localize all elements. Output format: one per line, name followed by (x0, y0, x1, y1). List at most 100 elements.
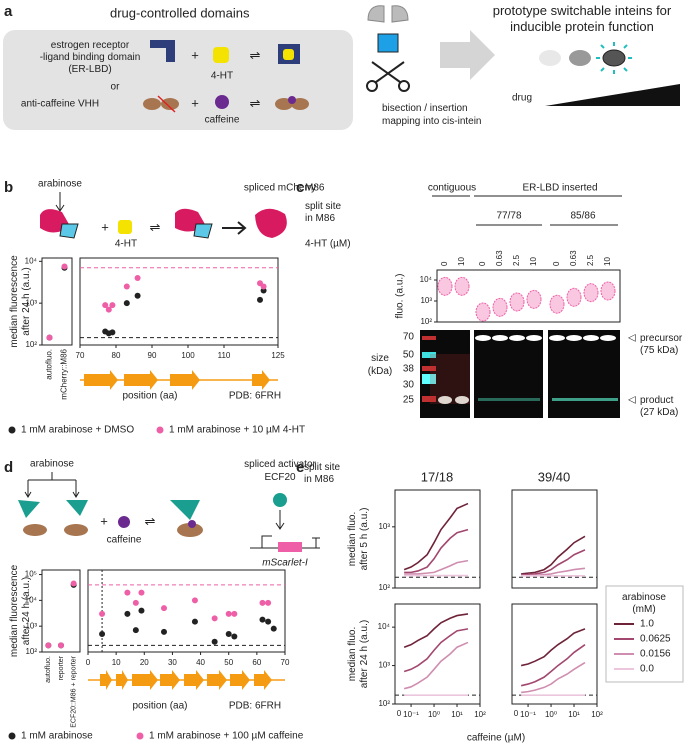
legend-title: arabinose (mM) (622, 592, 666, 615)
legend-label: 1 mM arabinose + DMSO (21, 425, 134, 436)
x-tick-label: 10⁻¹ (403, 710, 419, 719)
y-axis-label-line: median fluo. (347, 627, 358, 681)
data-point (211, 638, 218, 645)
ecf20-icon (18, 500, 40, 518)
size-label: 30 (403, 380, 415, 391)
arrow (222, 221, 247, 235)
data-point (124, 610, 131, 617)
legend-label: 1 mM arabinose + 10 µM 4-HT (169, 425, 305, 436)
data-point (257, 296, 263, 303)
y-axis-label-line: median fluorescence (9, 255, 20, 348)
inducer-label: arabinose (38, 179, 82, 190)
insert-icon (377, 33, 399, 53)
axes-frame (87, 569, 286, 653)
y-tick-label: 10⁴ (25, 595, 38, 604)
x-tick-label: 10¹ (451, 710, 463, 719)
x-axis-label: caffeine (µM) (467, 733, 525, 744)
data-point (259, 616, 266, 623)
plus: + (100, 513, 108, 528)
vhh-icon (177, 523, 203, 537)
data-point (109, 302, 116, 309)
caffeine-icon (118, 516, 130, 528)
gel-ylabel: size (kDa) (368, 353, 392, 377)
pdb-label: PDB: 6FRH (229, 391, 281, 402)
y-tick-label: 10⁴ (378, 622, 391, 631)
data-point (225, 610, 232, 617)
band-label: product (27 kDa) (640, 395, 678, 418)
x-tick-label: mCherry::M86 (60, 348, 69, 399)
plus: + (191, 47, 199, 62)
x-tick-label: 30 (168, 658, 177, 667)
group-label: ER-LBD inserted (522, 183, 597, 194)
distribution (437, 276, 453, 296)
x-tick-label: 90 (148, 351, 157, 360)
x-tick-label: 10 (603, 257, 612, 266)
x-tick-label: 10¹ (568, 710, 580, 719)
series-line (521, 549, 586, 576)
y-tick-label: 10⁴ (420, 275, 433, 284)
x-tick-label: 125 (271, 351, 285, 360)
series-line (403, 613, 469, 648)
size-label: 50 (403, 350, 415, 361)
axes-frame (436, 269, 621, 323)
data-point (99, 630, 106, 637)
x-tick-label: 10 (529, 257, 538, 266)
distribution (475, 302, 491, 322)
vhh-icon (64, 524, 88, 536)
y-tick-label: 10² (378, 583, 390, 592)
y-tick-label: 10² (25, 647, 37, 656)
product-label: spliced mCherry (244, 183, 316, 194)
equilibrium: ⇌ (250, 95, 261, 110)
site-label: 17/18 (421, 469, 454, 484)
series-line (404, 559, 469, 575)
cut (157, 95, 176, 113)
data-point (265, 599, 272, 606)
bound-drug (283, 49, 294, 60)
x-tick-label: reporter (58, 655, 65, 680)
size-label: 70 (403, 332, 415, 343)
legend-marker (8, 426, 16, 434)
signal-rays (596, 42, 632, 74)
axes-frame (511, 603, 598, 705)
x-tick-label: 0 (478, 261, 487, 266)
series-line (520, 628, 586, 667)
equilibrium: ⇌ (145, 513, 156, 528)
data-point (260, 283, 267, 290)
data-point (138, 589, 145, 596)
data-point (46, 334, 53, 341)
data-point (70, 580, 77, 587)
data-point (45, 642, 52, 649)
site-label: 39/40 (538, 469, 571, 484)
panel-label: c (296, 179, 304, 196)
x-tick-label: 0.63 (569, 250, 578, 266)
vhh-icon (143, 98, 161, 110)
arrow (440, 30, 495, 80)
data-point (270, 625, 277, 632)
y-axis-label-line: after 24 h (a.u.) (21, 267, 32, 335)
intein-icon (193, 223, 213, 239)
x-tick-label: 0 (86, 658, 91, 667)
data-point (191, 618, 198, 625)
distribution (583, 283, 599, 303)
size-label: 38 (403, 364, 415, 375)
data-point (191, 597, 198, 604)
y-axis-label-line: after 24 h (a.u.) (21, 577, 32, 645)
data-point (134, 274, 141, 281)
legend-label: 0.0625 (640, 634, 671, 645)
equilibrium: ⇌ (250, 47, 261, 62)
distribution (566, 287, 582, 307)
site-label: 77/78 (496, 211, 521, 222)
y-axis-label-line: after 24 h (a.u.) (359, 620, 370, 688)
x-tick-label: 20 (140, 658, 149, 667)
panel-label: e (296, 459, 304, 476)
construct-label: M86 (305, 183, 325, 194)
y-tick-label: 10³ (420, 296, 432, 305)
drug-label: caffeine (107, 535, 142, 546)
legend-box (605, 585, 684, 683)
axes-frame (394, 603, 481, 705)
er-lbd-icon (150, 40, 175, 62)
x-tick-label: ECF20::M86 + reporter (71, 655, 78, 727)
state-icon (602, 49, 626, 67)
data-point (211, 615, 218, 622)
